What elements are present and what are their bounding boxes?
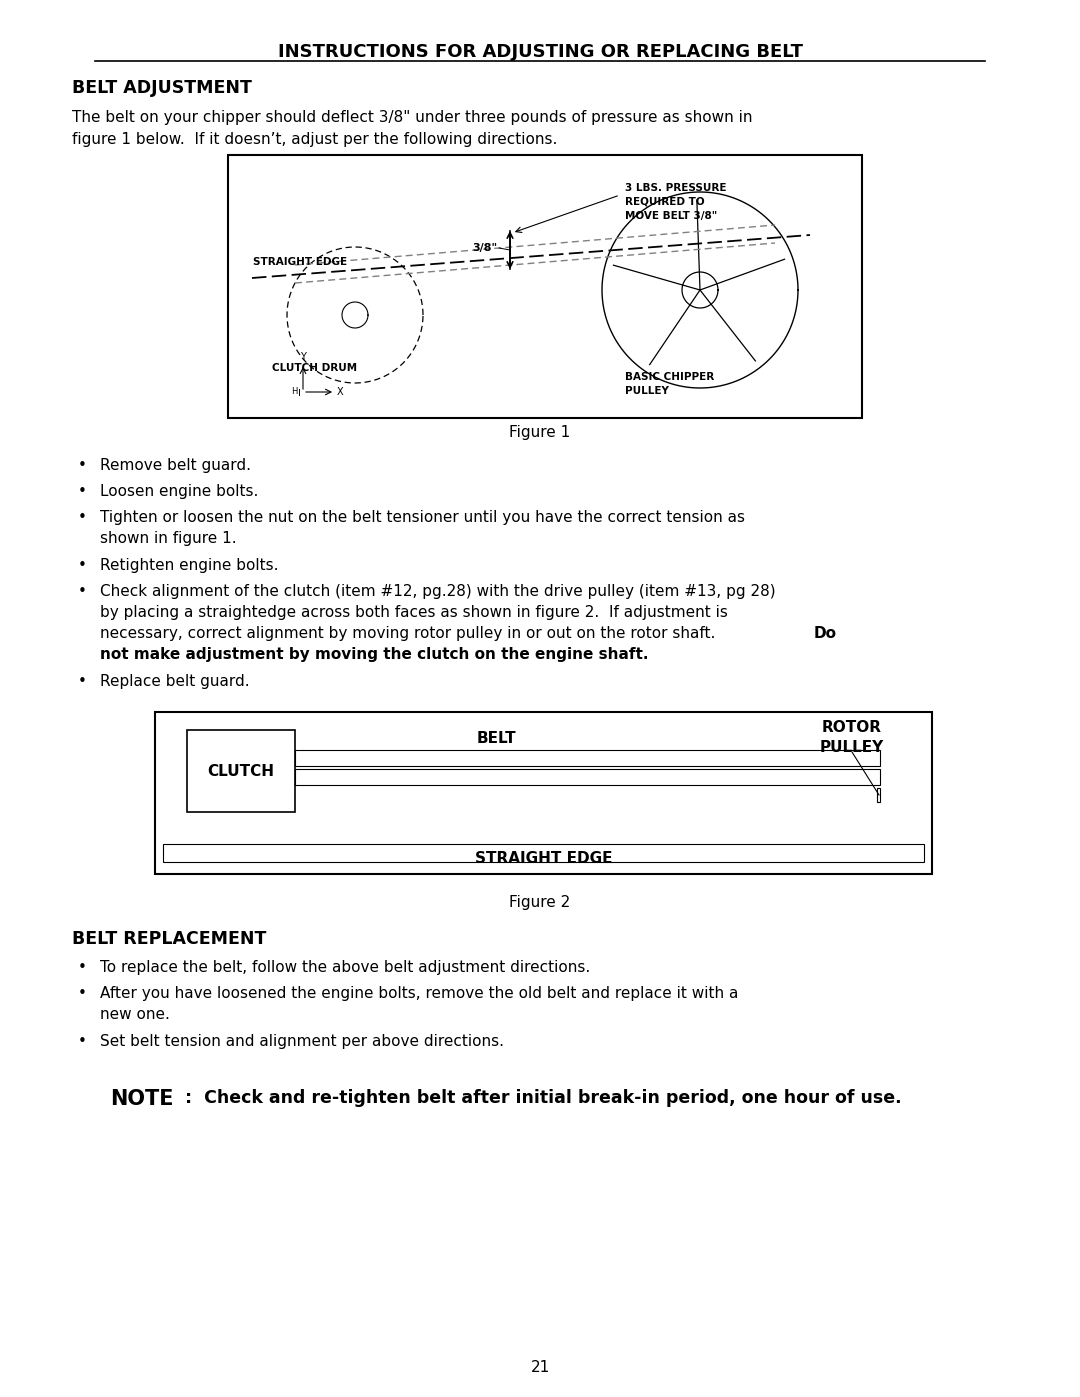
Text: by placing a straightedge across both faces as shown in figure 2.  If adjustment: by placing a straightedge across both fa… [100,605,728,620]
Bar [295,768,880,785]
Text: Y: Y [300,352,306,362]
Text: Tighten or loosen the nut on the belt tensioner until you have the correct tensi: Tighten or loosen the nut on the belt te… [100,510,745,525]
Text: figure 1 below.  If it doesn’t, adjust per the following directions.: figure 1 below. If it doesn’t, adjust pe… [72,131,557,147]
Text: •: • [78,557,86,573]
Text: •: • [78,510,86,525]
Bar [163,844,924,862]
Text: •: • [78,986,86,1002]
Text: •: • [78,483,86,499]
Text: ROTOR
PULLEY: ROTOR PULLEY [820,719,885,754]
Text: X: X [337,387,343,397]
Text: BELT ADJUSTMENT: BELT ADJUSTMENT [72,80,252,96]
Text: H: H [291,387,297,397]
Text: Loosen engine bolts.: Loosen engine bolts. [100,483,258,499]
Text: Figure 1: Figure 1 [510,425,570,440]
Text: BASIC CHIPPER
PULLEY: BASIC CHIPPER PULLEY [625,372,714,395]
Bar [228,155,862,418]
Text: 3 LBS. PRESSURE
REQUIRED TO
MOVE BELT 3/8": 3 LBS. PRESSURE REQUIRED TO MOVE BELT 3/… [625,183,727,221]
Text: Replace belt guard.: Replace belt guard. [100,673,249,689]
Text: To replace the belt, follow the above belt adjustment directions.: To replace the belt, follow the above be… [100,960,591,975]
Text: INSTRUCTIONS FOR ADJUSTING OR REPLACING BELT: INSTRUCTIONS FOR ADJUSTING OR REPLACING … [278,43,802,61]
Text: CLUTCH DRUM: CLUTCH DRUM [272,363,357,373]
Text: new one.: new one. [100,1007,170,1023]
Text: The belt on your chipper should deflect 3/8" under three pounds of pressure as s: The belt on your chipper should deflect … [72,110,753,124]
Text: not make adjustment by moving the clutch on the engine shaft.: not make adjustment by moving the clutch… [100,647,648,662]
Text: Check alignment of the clutch (item #12, pg.28) with the drive pulley (item #13,: Check alignment of the clutch (item #12,… [100,584,775,599]
Bar [187,731,295,812]
Text: STRAIGHT EDGE: STRAIGHT EDGE [253,257,347,267]
Bar [156,712,932,875]
Bar [877,788,880,802]
Text: :  Check and re-tighten belt after initial break-in period, one hour of use.: : Check and re-tighten belt after initia… [185,1090,902,1106]
Text: •: • [78,1034,86,1049]
Text: After you have loosened the engine bolts, remove the old belt and replace it wit: After you have loosened the engine bolts… [100,986,739,1002]
Text: BELT REPLACEMENT: BELT REPLACEMENT [72,930,267,949]
Text: •: • [78,673,86,689]
Text: NOTE: NOTE [110,1090,174,1109]
Text: CLUTCH: CLUTCH [207,764,274,778]
Text: 3/8": 3/8" [472,243,497,253]
Bar [295,750,880,766]
Text: Do: Do [814,626,837,641]
Text: •: • [78,584,86,599]
Text: shown in figure 1.: shown in figure 1. [100,531,237,546]
Text: •: • [78,960,86,975]
Text: Figure 2: Figure 2 [510,894,570,909]
Text: Remove belt guard.: Remove belt guard. [100,458,251,474]
Text: necessary, correct alignment by moving rotor pulley in or out on the rotor shaft: necessary, correct alignment by moving r… [100,626,725,641]
Text: Set belt tension and alignment per above directions.: Set belt tension and alignment per above… [100,1034,504,1049]
Text: 21: 21 [530,1361,550,1376]
Text: •: • [78,458,86,474]
Text: BELT: BELT [477,731,516,746]
Text: STRAIGHT EDGE: STRAIGHT EDGE [475,851,612,866]
Text: Retighten engine bolts.: Retighten engine bolts. [100,557,279,573]
